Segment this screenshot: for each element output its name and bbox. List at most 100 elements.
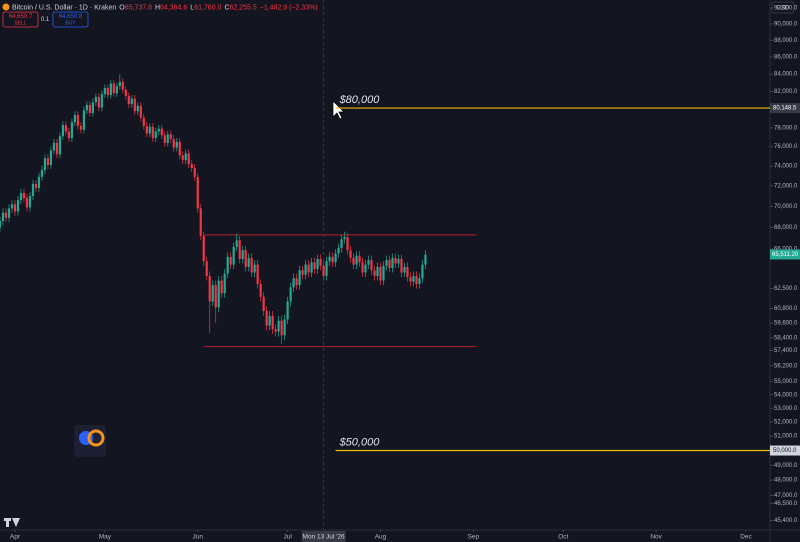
candle-body (130, 98, 133, 105)
y-tick-label: 55,000.0 (774, 379, 798, 385)
candle-body (208, 275, 211, 302)
candle-body (391, 257, 394, 268)
y-tick-label: 70,000.0 (774, 204, 798, 210)
candle-body (310, 262, 313, 273)
sell-label: SELL (14, 20, 26, 26)
candle-body (370, 260, 373, 271)
candle-body (94, 96, 97, 103)
candle-body (199, 208, 202, 236)
x-tick-label: Nov (650, 534, 662, 541)
candle-body (169, 134, 172, 140)
candle-body (19, 192, 23, 201)
candle-body (0, 221, 2, 228)
candle-body (247, 257, 250, 267)
candle-body (418, 278, 421, 284)
candle-body (190, 164, 193, 168)
x-tick-label: Oct (558, 534, 568, 541)
y-tick-label: 62,500.0 (774, 286, 798, 292)
candle-body (421, 264, 424, 279)
candle-body (340, 239, 343, 248)
candle-body (136, 105, 139, 112)
candle-body (52, 142, 56, 151)
candle-body (250, 257, 253, 273)
candle-body (376, 266, 379, 276)
candle-body (1, 212, 5, 222)
ohlc-key: O (119, 4, 125, 11)
y-tick-label: 48,000.0 (774, 478, 798, 484)
y-tick-label: 51,000.0 (774, 434, 798, 440)
y-tick-label: 78,000.0 (774, 125, 798, 131)
candle-body (388, 260, 391, 268)
candle-body (88, 104, 91, 114)
ohlc-value: 65,737.8 (125, 4, 152, 11)
candle-body (406, 266, 409, 278)
buy-button[interactable] (52, 11, 89, 28)
sell-button[interactable] (2, 11, 39, 28)
y-tick-label: 54,000.0 (774, 392, 798, 398)
candle-body (7, 208, 11, 218)
currency-box[interactable] (771, 1, 795, 14)
candle-body (148, 126, 151, 134)
change: −1,482.9 (−2.33%) (260, 4, 318, 11)
candle-body (307, 264, 310, 273)
candle-body (70, 122, 74, 139)
candle-body (31, 183, 35, 197)
y-tick-label: 92,000.0 (774, 6, 798, 12)
candle-body (154, 131, 157, 139)
candle-body (313, 262, 316, 270)
candle-body (22, 192, 26, 199)
quantity[interactable]: 0.1 (41, 17, 50, 23)
y-tick-label: 82,000.0 (774, 89, 798, 95)
candle-body (193, 167, 196, 177)
candle-body (217, 280, 220, 308)
candle-body (379, 266, 382, 281)
price-badge (770, 103, 800, 114)
candle-body (274, 329, 277, 332)
y-tick-label: 56,200.0 (774, 363, 798, 369)
candle-body (187, 153, 190, 165)
y-tick-label: 84,000.0 (774, 72, 798, 78)
candle-body (133, 98, 136, 112)
x-tick-label: Jul (283, 534, 292, 541)
candle-body (241, 250, 244, 260)
currency: USD (777, 6, 790, 12)
y-tick-label: 60,800.0 (774, 306, 798, 312)
y-tick-label: 46,500.0 (774, 501, 798, 507)
candle-body (232, 246, 235, 265)
candle-body (280, 320, 283, 336)
ohlc-key: C (224, 4, 229, 11)
candle-body (403, 266, 406, 273)
candle-body (46, 158, 50, 166)
candle-body (121, 81, 124, 90)
candle-body (298, 270, 301, 286)
candle-body (319, 259, 322, 266)
logo-part (87, 429, 105, 447)
candle-body (73, 114, 77, 123)
y-tick-label: 45,400.0 (774, 518, 798, 524)
candle-body (373, 270, 376, 276)
x-tick-label: Aug (375, 534, 387, 541)
price-badge-label: 80,148.5 (773, 106, 797, 112)
candle-body (163, 135, 166, 143)
candle-body (49, 150, 53, 166)
x-tick-label: Sep (468, 534, 480, 541)
ohlc-value: 64,364.6 (160, 4, 187, 11)
candle-body (316, 259, 319, 270)
candle-body (214, 285, 217, 308)
candle-body (25, 198, 29, 208)
candle-body (397, 259, 400, 264)
candle-body (256, 264, 259, 284)
tradingview-logo[interactable] (4, 518, 20, 527)
candle-body (352, 257, 355, 265)
candle-body (385, 260, 388, 266)
candle-body (172, 139, 175, 148)
candle-body (394, 257, 397, 264)
candle-body (34, 183, 38, 188)
crosshair-label-box (301, 531, 346, 542)
candle-body (109, 83, 112, 96)
candle-body (226, 256, 229, 274)
y-tick-label: 58,400.0 (774, 335, 798, 341)
ohlc-key: L (190, 4, 194, 11)
candle-body (16, 200, 20, 212)
